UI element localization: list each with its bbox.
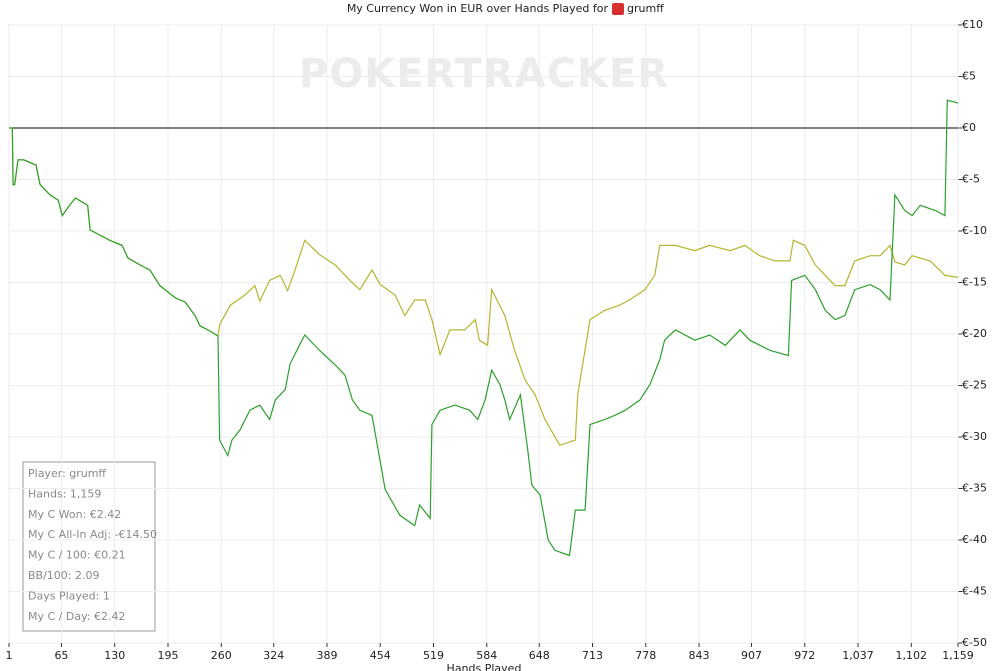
x-tick-label: 130 <box>104 649 125 662</box>
y-tick-label: €-40 <box>962 533 987 546</box>
chart-layer: €10 €5 €0 €-5 €-10 €-15 €-20 €-25 €-30 €-35 €-40 €-… <box>6 18 987 662</box>
x-tick-label: 713 <box>582 649 603 662</box>
info-line: BB/100: 2.09 <box>28 569 100 582</box>
info-line: Days Played: 1 <box>28 589 110 602</box>
x-tick-label: 778 <box>635 649 656 662</box>
x-tick-label: 454 <box>370 649 391 662</box>
y-tick-label: €-20 <box>962 327 987 340</box>
y-tick-label: €-10 <box>962 224 987 237</box>
x-axis-label: Hands Played <box>447 662 522 671</box>
chart-title: My Currency Won in EUR over Hands Played… <box>347 2 609 15</box>
y-tick-label: €-45 <box>962 585 987 598</box>
info-line: My C / 100: €0.21 <box>28 549 126 562</box>
x-tick-label: 1,037 <box>842 649 874 662</box>
info-box <box>22 461 156 632</box>
x-tick-label: 324 <box>263 649 284 662</box>
watermark: POKERTRACKER <box>299 51 669 97</box>
y-tick-label: €-15 <box>962 276 987 289</box>
info-line: My C Won: €2.42 <box>28 508 121 521</box>
site-icon <box>612 3 624 15</box>
y-tick-label: €5 <box>962 70 976 83</box>
y-tick-label: €-30 <box>962 430 987 443</box>
x-tick-label: 260 <box>211 649 232 662</box>
x-tick-label: 648 <box>529 649 550 662</box>
x-tick-label: 1,159 <box>942 649 974 662</box>
info-line: Hands: 1,159 <box>28 487 101 500</box>
x-tick-label: 843 <box>689 649 710 662</box>
info-line: Player: grumff <box>28 467 106 480</box>
x-tick-label: 584 <box>476 649 497 662</box>
x-tick-label: 389 <box>316 649 337 662</box>
x-tick-label: 65 <box>54 649 68 662</box>
y-tick-label: €-5 <box>962 173 980 186</box>
x-tick-label: 1 <box>6 649 13 662</box>
y-tick-label: €-50 <box>962 636 987 649</box>
x-tick-label: 972 <box>794 649 815 662</box>
x-tick-label: 1,102 <box>896 649 928 662</box>
x-tick-label: 519 <box>423 649 444 662</box>
x-tick-label: 195 <box>157 649 178 662</box>
x-tick-label: 907 <box>741 649 762 662</box>
y-tick-label: €10 <box>962 18 983 31</box>
y-tick-label: €-25 <box>962 379 987 392</box>
series-line <box>9 99 959 557</box>
info-line: My C / Day: €2.42 <box>28 610 126 623</box>
y-tick-label: €-35 <box>962 482 987 495</box>
info-line: My C All-In Adj: -€14.50 <box>28 528 157 541</box>
player-name: grumff <box>627 2 664 15</box>
y-tick-label: €0 <box>962 121 976 134</box>
